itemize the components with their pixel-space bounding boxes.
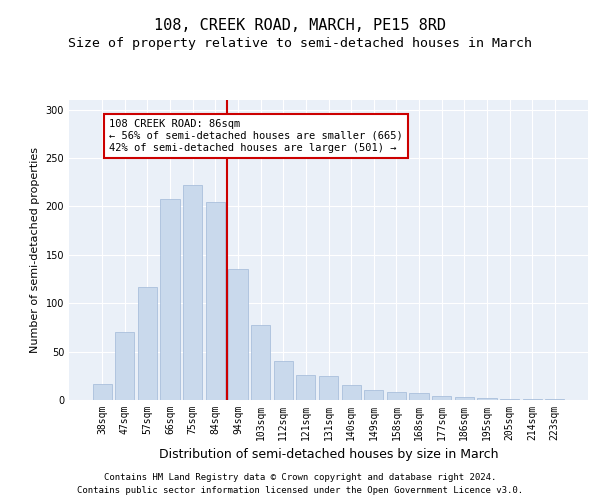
Bar: [160, 198, 180, 400]
Bar: [296, 375, 316, 400]
Bar: [319, 376, 338, 400]
Bar: [115, 332, 134, 400]
Bar: [364, 390, 383, 400]
Text: Size of property relative to semi-detached houses in March: Size of property relative to semi-detach…: [68, 38, 532, 51]
Bar: [229, 270, 248, 400]
Bar: [387, 392, 406, 400]
Bar: [523, 399, 542, 400]
Text: 108, CREEK ROAD, MARCH, PE15 8RD: 108, CREEK ROAD, MARCH, PE15 8RD: [154, 18, 446, 32]
Bar: [545, 399, 565, 400]
Y-axis label: Number of semi-detached properties: Number of semi-detached properties: [30, 147, 40, 353]
Bar: [409, 393, 428, 400]
Bar: [274, 362, 293, 400]
Bar: [92, 384, 112, 400]
Text: Contains public sector information licensed under the Open Government Licence v3: Contains public sector information licen…: [77, 486, 523, 495]
Bar: [138, 287, 157, 400]
Text: 108 CREEK ROAD: 86sqm
← 56% of semi-detached houses are smaller (665)
42% of sem: 108 CREEK ROAD: 86sqm ← 56% of semi-deta…: [109, 120, 403, 152]
X-axis label: Distribution of semi-detached houses by size in March: Distribution of semi-detached houses by …: [159, 448, 498, 462]
Bar: [500, 399, 519, 400]
Bar: [477, 398, 497, 400]
Bar: [251, 324, 270, 400]
Bar: [432, 396, 451, 400]
Text: Contains HM Land Registry data © Crown copyright and database right 2024.: Contains HM Land Registry data © Crown c…: [104, 472, 496, 482]
Bar: [183, 185, 202, 400]
Bar: [341, 386, 361, 400]
Bar: [455, 397, 474, 400]
Bar: [206, 202, 225, 400]
